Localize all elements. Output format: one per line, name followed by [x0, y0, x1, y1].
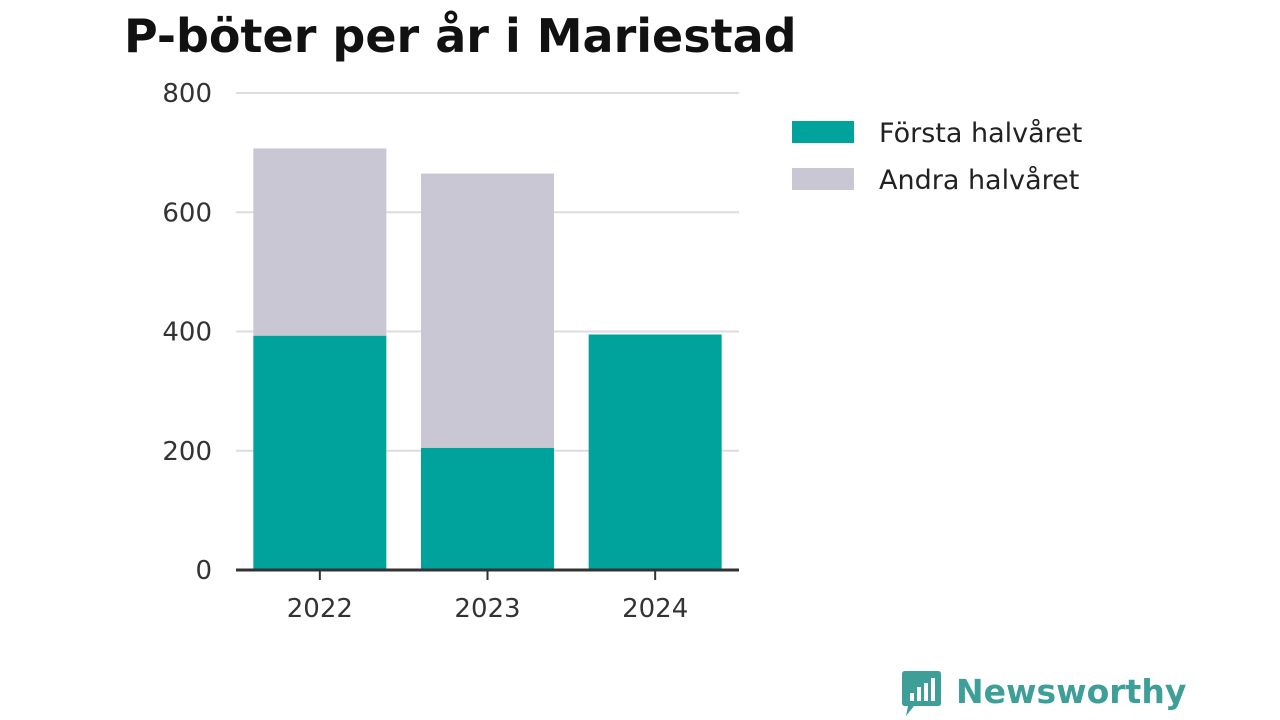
legend: Första halvåret Andra halvåret: [792, 118, 1082, 196]
legend-label-2: Andra halvåret: [879, 165, 1079, 196]
x-tick-label-2024: 2024: [622, 594, 688, 624]
legend-swatch-1: [792, 121, 854, 143]
bar-2022-series-2: [253, 148, 387, 336]
bar-chart-speech-bubble-icon: [902, 671, 941, 716]
y-tick-label-200: 200: [162, 437, 212, 467]
y-tick-label-600: 600: [162, 198, 212, 228]
x-tick-label-2022: 2022: [287, 594, 353, 624]
y-tick-label-400: 400: [162, 318, 212, 348]
brand-name: Newsworthy: [956, 672, 1186, 711]
bar-2024-series-1: [588, 334, 722, 570]
brand-logo: Newsworthy: [902, 671, 1186, 716]
y-tick-label-800: 800: [162, 79, 212, 109]
bar-2023-series-1: [421, 447, 554, 570]
bar-2023-series-2: [421, 173, 554, 448]
legend-label-1: Första halvåret: [879, 118, 1082, 149]
y-tick-label-0: 0: [195, 556, 212, 586]
bars-layer: [253, 148, 722, 570]
legend-swatch-2: [792, 168, 854, 190]
axis-layer: 0 200 400 600 800 2022 2023 2024: [162, 79, 739, 624]
chart-title: P-böter per år i Mariestad: [124, 9, 797, 63]
x-tick-label-2023: 2023: [454, 594, 520, 624]
bar-2022-series-1: [253, 335, 387, 570]
